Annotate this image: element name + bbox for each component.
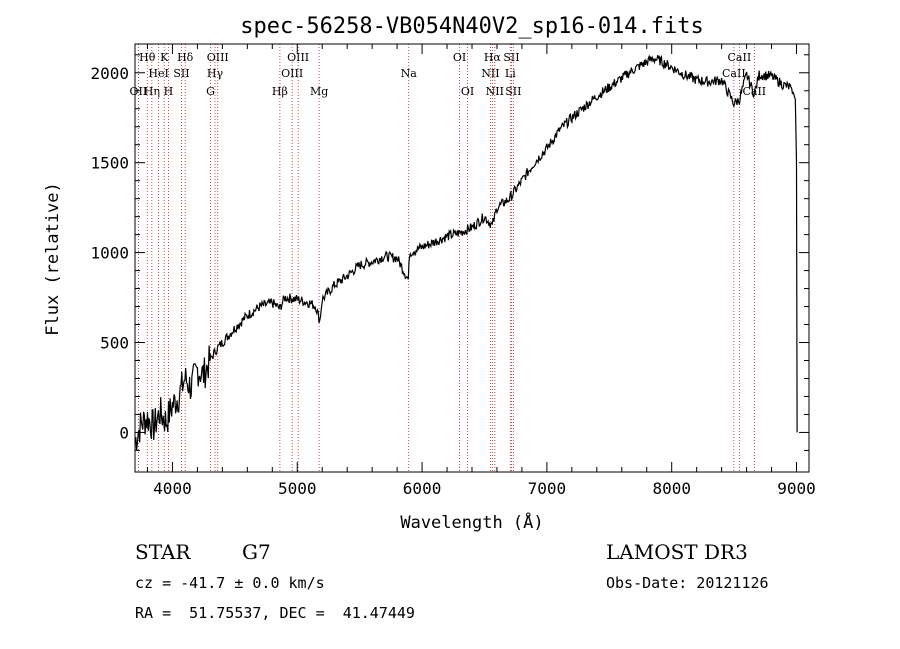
obs-date: Obs-Date: 20121126	[606, 574, 769, 592]
spectral-line-label: Hη	[144, 85, 160, 98]
y-tick-label: 2000	[90, 64, 129, 83]
spectral-line-label: Hγ	[207, 67, 224, 80]
spectral-line-label: NII	[486, 85, 504, 98]
spectral-line-label: Na	[401, 67, 418, 80]
survey-name: LAMOST DR3	[606, 540, 748, 564]
y-tick-label: 1500	[90, 154, 129, 173]
spectral-line-label: OIII	[207, 51, 229, 64]
redshift-readout: cz = -41.7 ± 0.0 km/s	[135, 574, 325, 592]
data-layer	[134, 54, 798, 451]
spectral-line-label: Mg	[310, 85, 328, 98]
coordinates-readout: RA = 51.75537, DEC = 41.47449	[135, 604, 415, 622]
spectral-line-label: H	[164, 85, 174, 98]
x-tick-label: 6000	[403, 479, 442, 498]
spectral-line-label: Hβ	[272, 85, 288, 98]
spectral-line-label: CaII	[728, 51, 752, 64]
spectral-line-label: SII	[505, 85, 521, 98]
x-tick-label: 5000	[278, 479, 317, 498]
y-tick-label: 1000	[90, 244, 129, 263]
spectral-line-label: CaII	[722, 67, 746, 80]
spectral-line-label: OIII	[287, 51, 309, 64]
spectral-line-label: OII	[130, 85, 148, 98]
spectral-line-label: K	[160, 51, 169, 64]
spectral-line-label: Hδ	[177, 51, 194, 64]
object-subclass: G7	[242, 540, 271, 564]
spectral-line-label: OI	[461, 85, 474, 98]
x-tick-label: 7000	[528, 479, 567, 498]
spectral-line-label: G	[206, 85, 215, 98]
spectral-line-label: SII	[173, 67, 189, 80]
object-class: STAR	[135, 540, 191, 564]
chart-title: spec-56258-VB054N40V2_sp16-014.fits	[240, 14, 704, 39]
spectral-line-label: Hα	[484, 51, 502, 64]
x-tick-label: 8000	[652, 479, 691, 498]
spectral-line-label: SII	[503, 51, 519, 64]
x-axis-label: Wavelength (Å)	[400, 511, 543, 533]
plot-frame	[134, 43, 810, 473]
axis-ticks: 4000 5000 6000 7000 8000 9000 0 500 1000 1500 2000	[90, 44, 816, 498]
y-tick-label: 500	[100, 334, 129, 353]
spectral-line-label: Hθ	[139, 51, 156, 64]
spectral-line-label: OIII	[281, 67, 303, 80]
spectral-line-label: NII	[481, 67, 499, 80]
y-axis-label: Flux (relative)	[43, 182, 63, 336]
spectrum-line	[134, 54, 798, 451]
y-tick-label: 0	[119, 423, 129, 442]
spectral-line-label: HeI	[148, 67, 168, 80]
spectral-line-label: Li	[505, 67, 516, 80]
x-tick-label: 9000	[777, 479, 816, 498]
x-tick-label: 4000	[153, 479, 192, 498]
spectral-line-label: OI	[453, 51, 466, 64]
